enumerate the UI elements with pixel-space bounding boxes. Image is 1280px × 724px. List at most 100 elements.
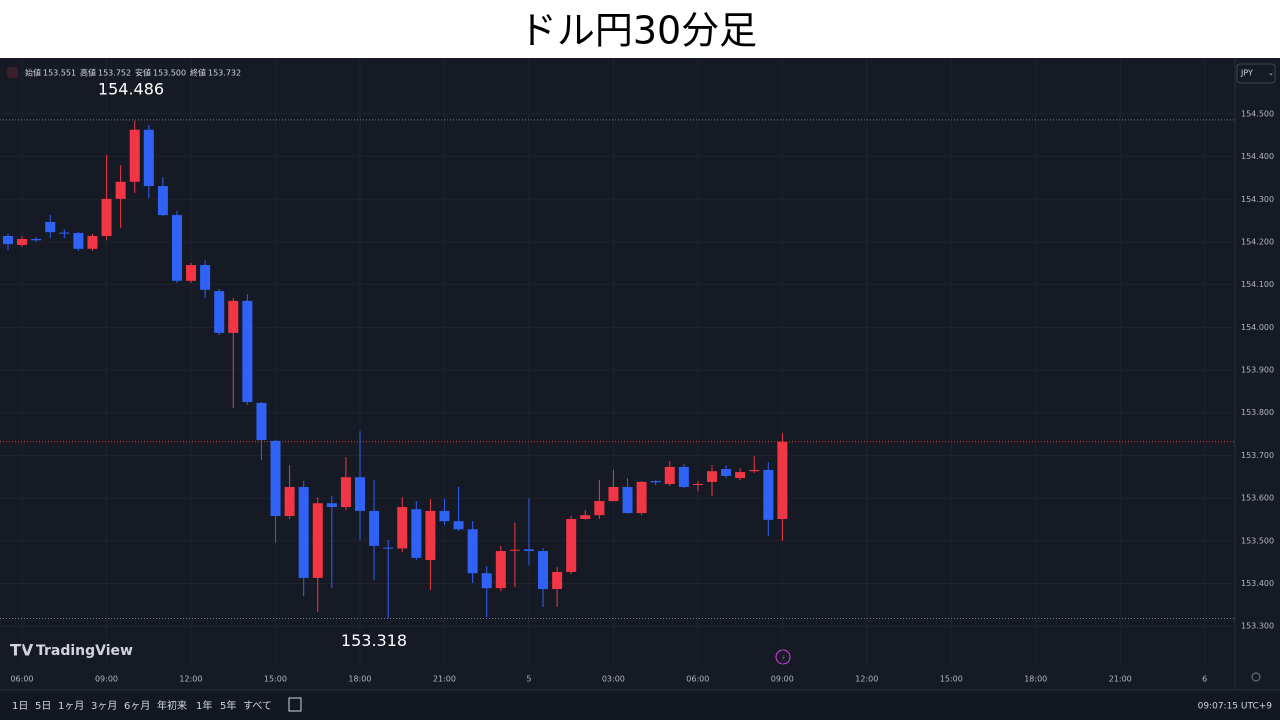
- chart-title: ドル円30分足: [519, 9, 757, 53]
- event-icon[interactable]: [775, 649, 791, 665]
- calendar-icon[interactable]: [288, 697, 302, 712]
- candle-body: [707, 471, 717, 482]
- range-button[interactable]: 6ヶ月: [124, 700, 150, 712]
- candle-body: [242, 300, 253, 403]
- candle-body: [566, 519, 577, 572]
- range-button[interactable]: 年初来: [157, 699, 187, 712]
- candle-body: [214, 291, 225, 333]
- candle-body: [692, 484, 703, 486]
- y-tick-label: 154.100: [1241, 280, 1274, 289]
- candle-body: [383, 547, 394, 549]
- y-tick-label: 153.600: [1241, 494, 1274, 503]
- candle-body: [298, 486, 309, 578]
- x-tick-label: 03:00: [602, 675, 625, 684]
- candle-body: [17, 238, 28, 245]
- x-tick-label: 12:00: [855, 675, 878, 684]
- symbol-icon: [7, 67, 18, 78]
- x-tick-label: 21:00: [1109, 675, 1132, 684]
- y-tick-label: 154.400: [1241, 152, 1274, 161]
- candle-body: [369, 510, 380, 546]
- currency-dropdown[interactable]: [1236, 63, 1276, 84]
- candle-body: [453, 521, 464, 530]
- candle-body: [115, 181, 126, 199]
- candle-body: [495, 551, 506, 589]
- candle-body: [101, 198, 112, 237]
- candle-body: [157, 186, 168, 216]
- x-tick-label: 09:00: [771, 675, 794, 684]
- range-button[interactable]: 5年: [220, 699, 236, 712]
- y-tick-label: 153.300: [1241, 622, 1274, 631]
- title-band: [0, 0, 1280, 58]
- candle-body: [636, 481, 647, 514]
- y-tick-label: 153.700: [1241, 451, 1274, 460]
- x-tick-label: 18:00: [348, 675, 371, 684]
- clock: 09:07:15 UTC+9: [1198, 702, 1273, 712]
- candle-body: [45, 221, 56, 233]
- candle-body: [439, 510, 450, 522]
- candle-body: [129, 129, 140, 182]
- ohlc-value: 153.732: [208, 69, 241, 78]
- range-button[interactable]: 1年: [196, 699, 212, 712]
- x-tick-label: 15:00: [264, 675, 287, 684]
- x-tick-label: 06:00: [10, 675, 33, 684]
- candle-body: [777, 441, 788, 520]
- ohlc-value: 153.551: [43, 69, 76, 78]
- y-tick-label: 154.200: [1241, 237, 1274, 246]
- y-tick-label: 153.500: [1241, 536, 1274, 545]
- range-button[interactable]: すべて: [243, 700, 272, 712]
- y-tick-label: 154.000: [1241, 323, 1274, 332]
- candle-body: [650, 481, 661, 483]
- x-tick-label: 21:00: [433, 675, 456, 684]
- ohlc-label: 終値: [190, 68, 206, 78]
- candle-body: [594, 501, 605, 516]
- candle-body: [355, 477, 365, 511]
- candle-body: [87, 236, 98, 249]
- plot-bg: [0, 58, 1280, 690]
- candle-body: [622, 486, 633, 514]
- candle-body: [721, 469, 732, 476]
- candle-body: [59, 232, 70, 234]
- range-button[interactable]: 3ヶ月: [91, 700, 117, 712]
- candle-body: [552, 571, 563, 590]
- candle-body: [467, 529, 478, 574]
- candle-body: [186, 265, 197, 281]
- candle-body: [200, 265, 211, 290]
- settings-icon[interactable]: [1251, 672, 1261, 682]
- range-button[interactable]: 5日: [35, 701, 51, 712]
- extreme-label: 153.318: [341, 631, 407, 650]
- ohlc-value: 153.500: [153, 69, 186, 78]
- x-tick-label: 5: [526, 675, 531, 684]
- range-button[interactable]: 1ヶ月: [58, 700, 84, 712]
- candle-body: [608, 486, 619, 502]
- candle-body: [340, 477, 351, 508]
- toolbar: [0, 690, 1280, 720]
- candle-body: [580, 515, 591, 520]
- x-tick-label: 12:00: [179, 675, 202, 684]
- candle-body: [763, 469, 774, 520]
- candle-body: [678, 466, 689, 487]
- range-button[interactable]: 1日: [12, 701, 28, 712]
- candle-body: [3, 236, 13, 245]
- extreme-label: 154.486: [98, 79, 164, 98]
- candle-body: [284, 486, 295, 517]
- y-tick-label: 153.800: [1241, 408, 1274, 417]
- y-tick-label: 154.500: [1241, 109, 1274, 118]
- candle-body: [538, 551, 549, 590]
- candle-body: [664, 466, 675, 485]
- y-tick-label: 153.900: [1241, 366, 1274, 375]
- ohlc-label: 始値: [25, 68, 41, 78]
- x-tick-label: 18:00: [1024, 675, 1047, 684]
- candle-body: [270, 440, 281, 517]
- y-tick-label: 153.400: [1241, 579, 1274, 588]
- x-tick-label: 15:00: [940, 675, 963, 684]
- candle-body: [171, 215, 182, 281]
- candle-body: [481, 573, 492, 589]
- candle-body: [397, 507, 408, 549]
- x-tick-label: 06:00: [686, 675, 709, 684]
- x-tick-label: 6: [1202, 675, 1207, 684]
- x-tick-label: 09:00: [95, 675, 118, 684]
- candle-body: [256, 402, 267, 441]
- candle-body: [735, 472, 746, 479]
